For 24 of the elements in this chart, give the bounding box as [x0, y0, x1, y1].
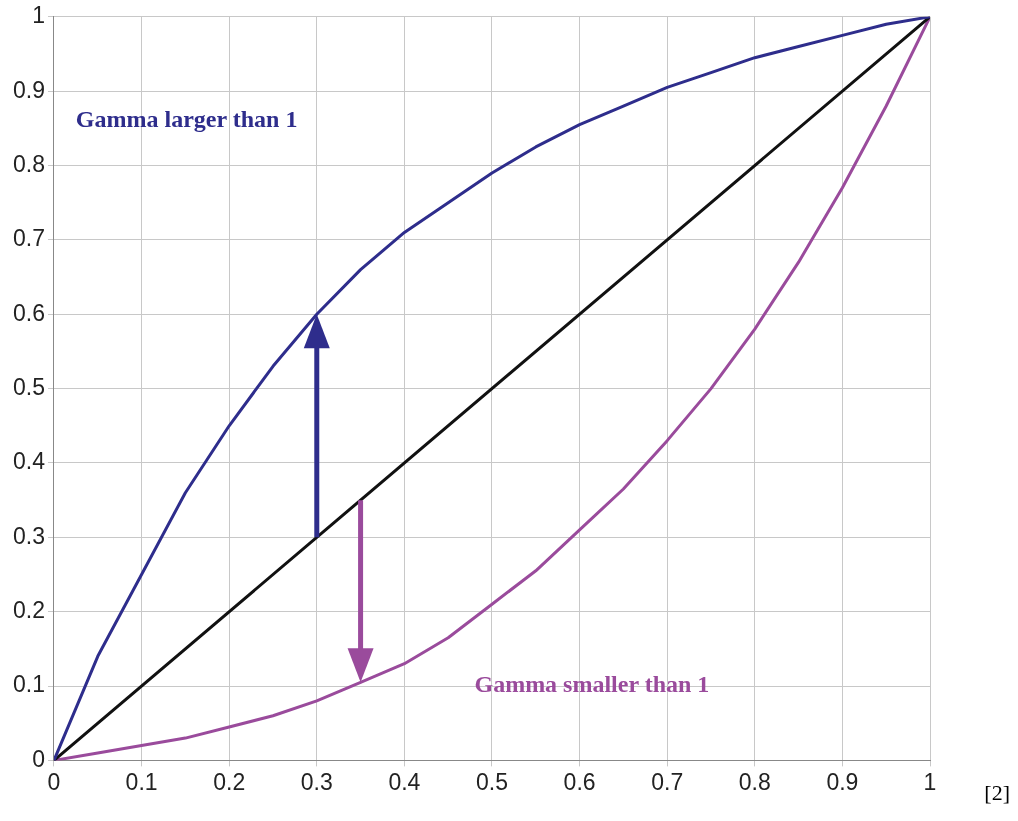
x-tick-label: 0.2 [213, 768, 246, 795]
x-tick-label: 0.7 [651, 768, 684, 795]
y-tick-label: 0.3 [12, 522, 45, 549]
y-tick-label: 1 [32, 2, 45, 29]
text: Gamma larger than 1 [75, 106, 298, 133]
x-tick-label: 0.8 [738, 768, 771, 795]
y-tick-label: 0.1 [12, 671, 45, 698]
y-tick-label: 0.9 [12, 76, 45, 103]
y-tick-label: 0.8 [12, 150, 45, 177]
x-tick-label: 0.1 [125, 768, 158, 795]
x-tick-label: 0.9 [826, 768, 859, 795]
text: [2] [984, 780, 1010, 806]
y-tick-label: 0.6 [12, 299, 45, 326]
y-tick-label: 0.7 [12, 225, 45, 252]
x-tick-label: 0.3 [300, 768, 333, 795]
x-tick-label: 1 [923, 768, 937, 795]
x-tick-label: 0.6 [563, 768, 596, 795]
y-tick-label: 0.5 [12, 373, 45, 400]
x-tick-label: 0.5 [475, 768, 508, 795]
y-tick-label: 0.2 [12, 597, 45, 624]
y-tick-label: 0.4 [12, 448, 46, 475]
y-tick-label: 0 [32, 745, 45, 772]
x-tick-label: 0.4 [388, 768, 421, 795]
series-label: Gamma smaller than 1 [474, 671, 710, 698]
